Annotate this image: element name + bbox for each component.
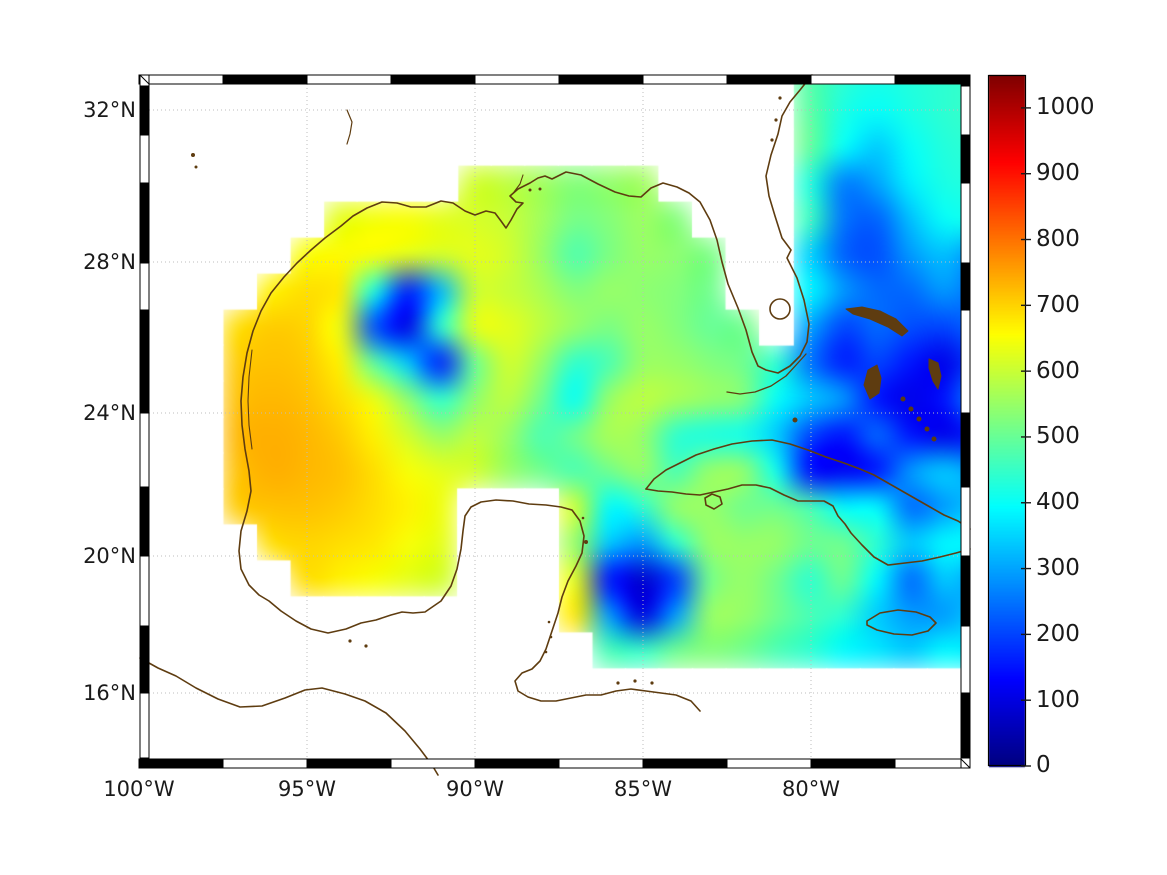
coastline-chandeleur — [513, 174, 524, 193]
cbtick-500: 500 — [1036, 423, 1080, 449]
xtick-80w: 80°W — [782, 777, 840, 801]
colorbar-ticks — [1021, 107, 1031, 767]
bahamas-islands — [792, 306, 942, 442]
xtick-90w: 90°W — [446, 777, 504, 801]
coastline-cuba-south — [645, 484, 971, 566]
xtick-100w: 100°W — [103, 777, 175, 801]
coastlines — [139, 74, 971, 776]
map-frame — [138, 74, 971, 769]
coastline-texas-lagoon — [247, 349, 253, 450]
cbtick-200: 200 — [1036, 621, 1080, 647]
ytick-24n: 24°N — [83, 401, 136, 425]
ytick-16n: 16°N — [83, 681, 136, 705]
cbtick-600: 600 — [1036, 358, 1080, 384]
coastline-isla-juventud — [704, 493, 723, 510]
coastline-jamaica — [866, 609, 937, 636]
small-islands-and-lakes — [191, 96, 782, 685]
reservoir-toledo-bend — [346, 109, 353, 145]
colorbar-frame — [987, 74, 1031, 767]
coastline-cuba-north — [645, 439, 971, 530]
cbtick-800: 800 — [1036, 226, 1080, 252]
xtick-85w: 85°W — [614, 777, 672, 801]
coastline-florida-keys — [726, 353, 807, 395]
cbtick-1000: 1000 — [1036, 94, 1095, 120]
ytick-20n: 20°N — [83, 544, 136, 568]
cbtick-100: 100 — [1036, 687, 1080, 713]
lake-okeechobee — [769, 298, 791, 320]
cbtick-400: 400 — [1036, 489, 1080, 515]
graticule-gridlines — [149, 84, 961, 759]
xtick-95w: 95°W — [278, 777, 336, 801]
cbtick-0: 0 — [1036, 752, 1051, 778]
coastline-pacific-mexico — [139, 657, 439, 776]
ytick-28n: 28°N — [83, 250, 136, 274]
cbtick-700: 700 — [1036, 292, 1080, 318]
ytick-32n: 32°N — [83, 98, 136, 122]
coastline-mainland — [238, 74, 813, 712]
cbtick-900: 900 — [1036, 160, 1080, 186]
cbtick-300: 300 — [1036, 555, 1080, 581]
